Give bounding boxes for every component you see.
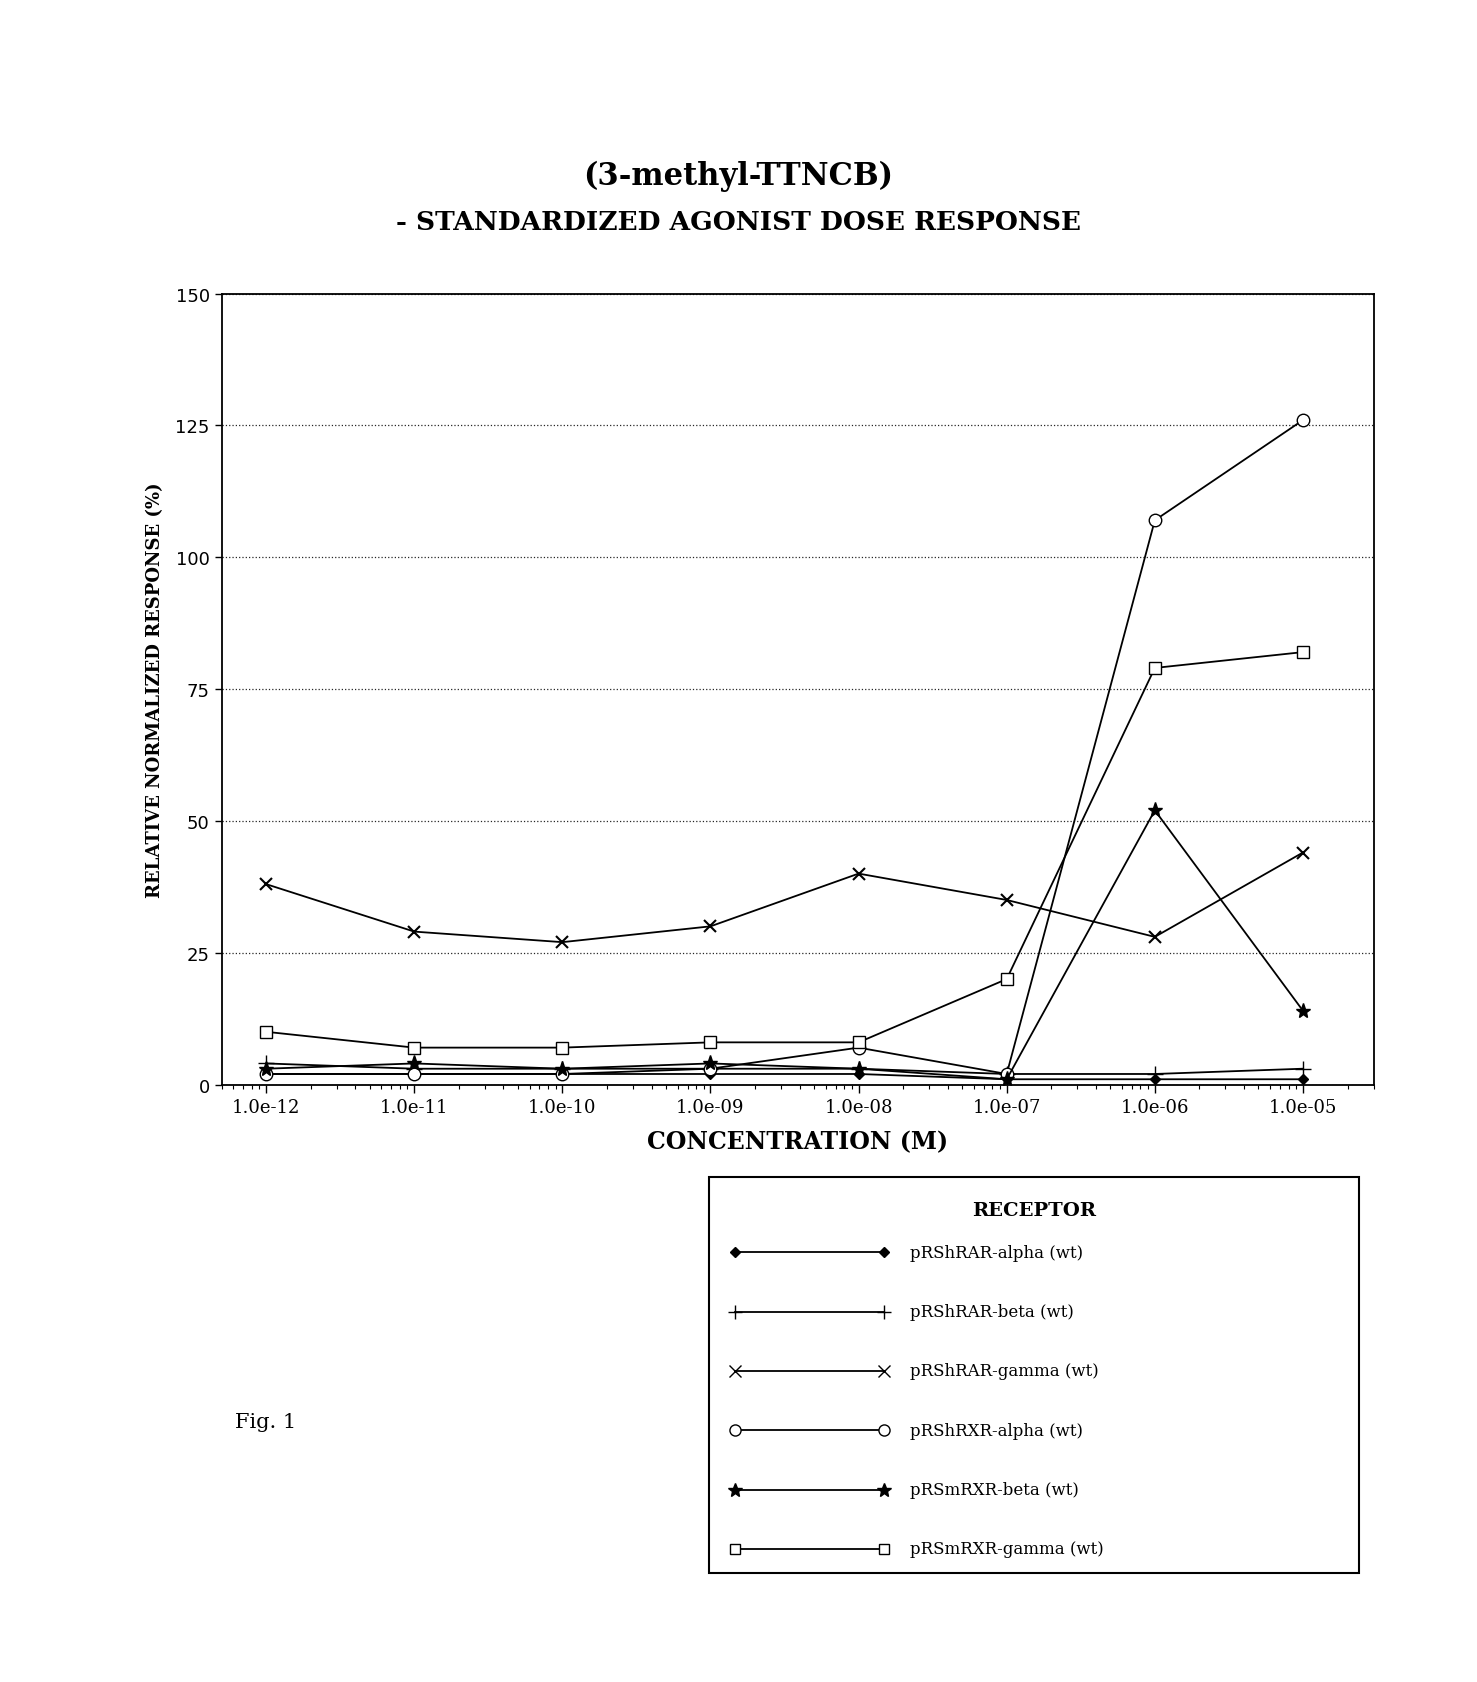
Text: pRShRAR-beta (wt): pRShRAR-beta (wt) <box>910 1304 1074 1320</box>
pRShRAR-beta (wt) <box>405 1060 422 1080</box>
pRShRAR-beta (wt) <box>702 1060 719 1080</box>
Line: pRSmRXR-beta (wt): pRSmRXR-beta (wt) <box>258 804 1310 1087</box>
pRShRXR-alpha (wt) <box>998 1065 1016 1085</box>
pRShRAR-alpha (wt) <box>849 1065 867 1085</box>
pRShRAR-alpha (wt) <box>554 1065 572 1085</box>
pRShRAR-gamma (wt) <box>405 922 422 942</box>
Line: pRShRAR-alpha (wt): pRShRAR-alpha (wt) <box>263 1071 1307 1083</box>
pRSmRXR-gamma (wt) <box>849 1033 867 1053</box>
Line: pRShRXR-alpha (wt): pRShRXR-alpha (wt) <box>260 414 1309 1080</box>
pRShRAR-gamma (wt) <box>702 917 719 937</box>
pRSmRXR-gamma (wt) <box>702 1033 719 1053</box>
pRShRXR-alpha (wt) <box>405 1065 422 1085</box>
pRShRAR-gamma (wt) <box>1146 927 1164 947</box>
pRSmRXR-beta (wt) <box>257 1060 275 1080</box>
pRSmRXR-beta (wt) <box>849 1060 867 1080</box>
pRSmRXR-beta (wt) <box>702 1053 719 1073</box>
pRShRAR-alpha (wt) <box>702 1065 719 1085</box>
pRShRAR-beta (wt) <box>998 1065 1016 1085</box>
X-axis label: CONCENTRATION (M): CONCENTRATION (M) <box>647 1130 948 1154</box>
Text: pRShRXR-alpha (wt): pRShRXR-alpha (wt) <box>910 1421 1084 1438</box>
Text: pRShRAR-alpha (wt): pRShRAR-alpha (wt) <box>910 1245 1084 1262</box>
pRShRXR-alpha (wt) <box>702 1060 719 1080</box>
pRShRXR-alpha (wt) <box>257 1065 275 1085</box>
Y-axis label: RELATIVE NORMALIZED RESPONSE (%): RELATIVE NORMALIZED RESPONSE (%) <box>146 483 164 897</box>
pRShRAR-alpha (wt) <box>405 1065 422 1085</box>
pRSmRXR-beta (wt) <box>1146 801 1164 821</box>
pRSmRXR-gamma (wt) <box>257 1023 275 1043</box>
pRShRAR-alpha (wt) <box>257 1065 275 1085</box>
Line: pRShRAR-gamma (wt): pRShRAR-gamma (wt) <box>260 846 1309 949</box>
Text: pRSmRXR-gamma (wt): pRSmRXR-gamma (wt) <box>910 1541 1105 1558</box>
Line: pRSmRXR-gamma (wt): pRSmRXR-gamma (wt) <box>260 648 1309 1053</box>
pRShRAR-beta (wt) <box>257 1053 275 1073</box>
Text: Fig. 1: Fig. 1 <box>235 1411 297 1431</box>
pRSmRXR-gamma (wt) <box>1146 658 1164 678</box>
pRSmRXR-beta (wt) <box>1294 1001 1312 1021</box>
pRShRAR-gamma (wt) <box>554 932 572 952</box>
pRShRAR-beta (wt) <box>1146 1065 1164 1085</box>
pRShRAR-alpha (wt) <box>998 1070 1016 1090</box>
pRShRAR-beta (wt) <box>849 1060 867 1080</box>
pRShRAR-gamma (wt) <box>998 890 1016 910</box>
Text: (3-methyl-TTNCB): (3-methyl-TTNCB) <box>583 161 894 192</box>
pRSmRXR-beta (wt) <box>405 1053 422 1073</box>
pRSmRXR-gamma (wt) <box>998 969 1016 989</box>
Text: pRSmRXR-beta (wt): pRSmRXR-beta (wt) <box>910 1482 1080 1499</box>
pRShRAR-gamma (wt) <box>849 865 867 885</box>
Text: RECEPTOR: RECEPTOR <box>972 1201 1096 1219</box>
pRSmRXR-gamma (wt) <box>405 1038 422 1058</box>
pRShRAR-alpha (wt) <box>1294 1070 1312 1090</box>
pRShRAR-beta (wt) <box>554 1060 572 1080</box>
Text: pRShRAR-gamma (wt): pRShRAR-gamma (wt) <box>910 1362 1099 1379</box>
pRShRXR-alpha (wt) <box>554 1065 572 1085</box>
pRSmRXR-beta (wt) <box>998 1070 1016 1090</box>
Text: - STANDARDIZED AGONIST DOSE RESPONSE: - STANDARDIZED AGONIST DOSE RESPONSE <box>396 210 1081 234</box>
pRShRAR-gamma (wt) <box>1294 843 1312 863</box>
pRShRAR-alpha (wt) <box>1146 1070 1164 1090</box>
pRShRXR-alpha (wt) <box>849 1038 867 1058</box>
pRShRXR-alpha (wt) <box>1146 511 1164 532</box>
pRShRXR-alpha (wt) <box>1294 410 1312 431</box>
pRSmRXR-gamma (wt) <box>1294 643 1312 663</box>
pRShRAR-gamma (wt) <box>257 875 275 895</box>
pRShRAR-beta (wt) <box>1294 1060 1312 1080</box>
pRSmRXR-gamma (wt) <box>554 1038 572 1058</box>
Line: pRShRAR-beta (wt): pRShRAR-beta (wt) <box>258 1056 1310 1082</box>
pRSmRXR-beta (wt) <box>554 1060 572 1080</box>
